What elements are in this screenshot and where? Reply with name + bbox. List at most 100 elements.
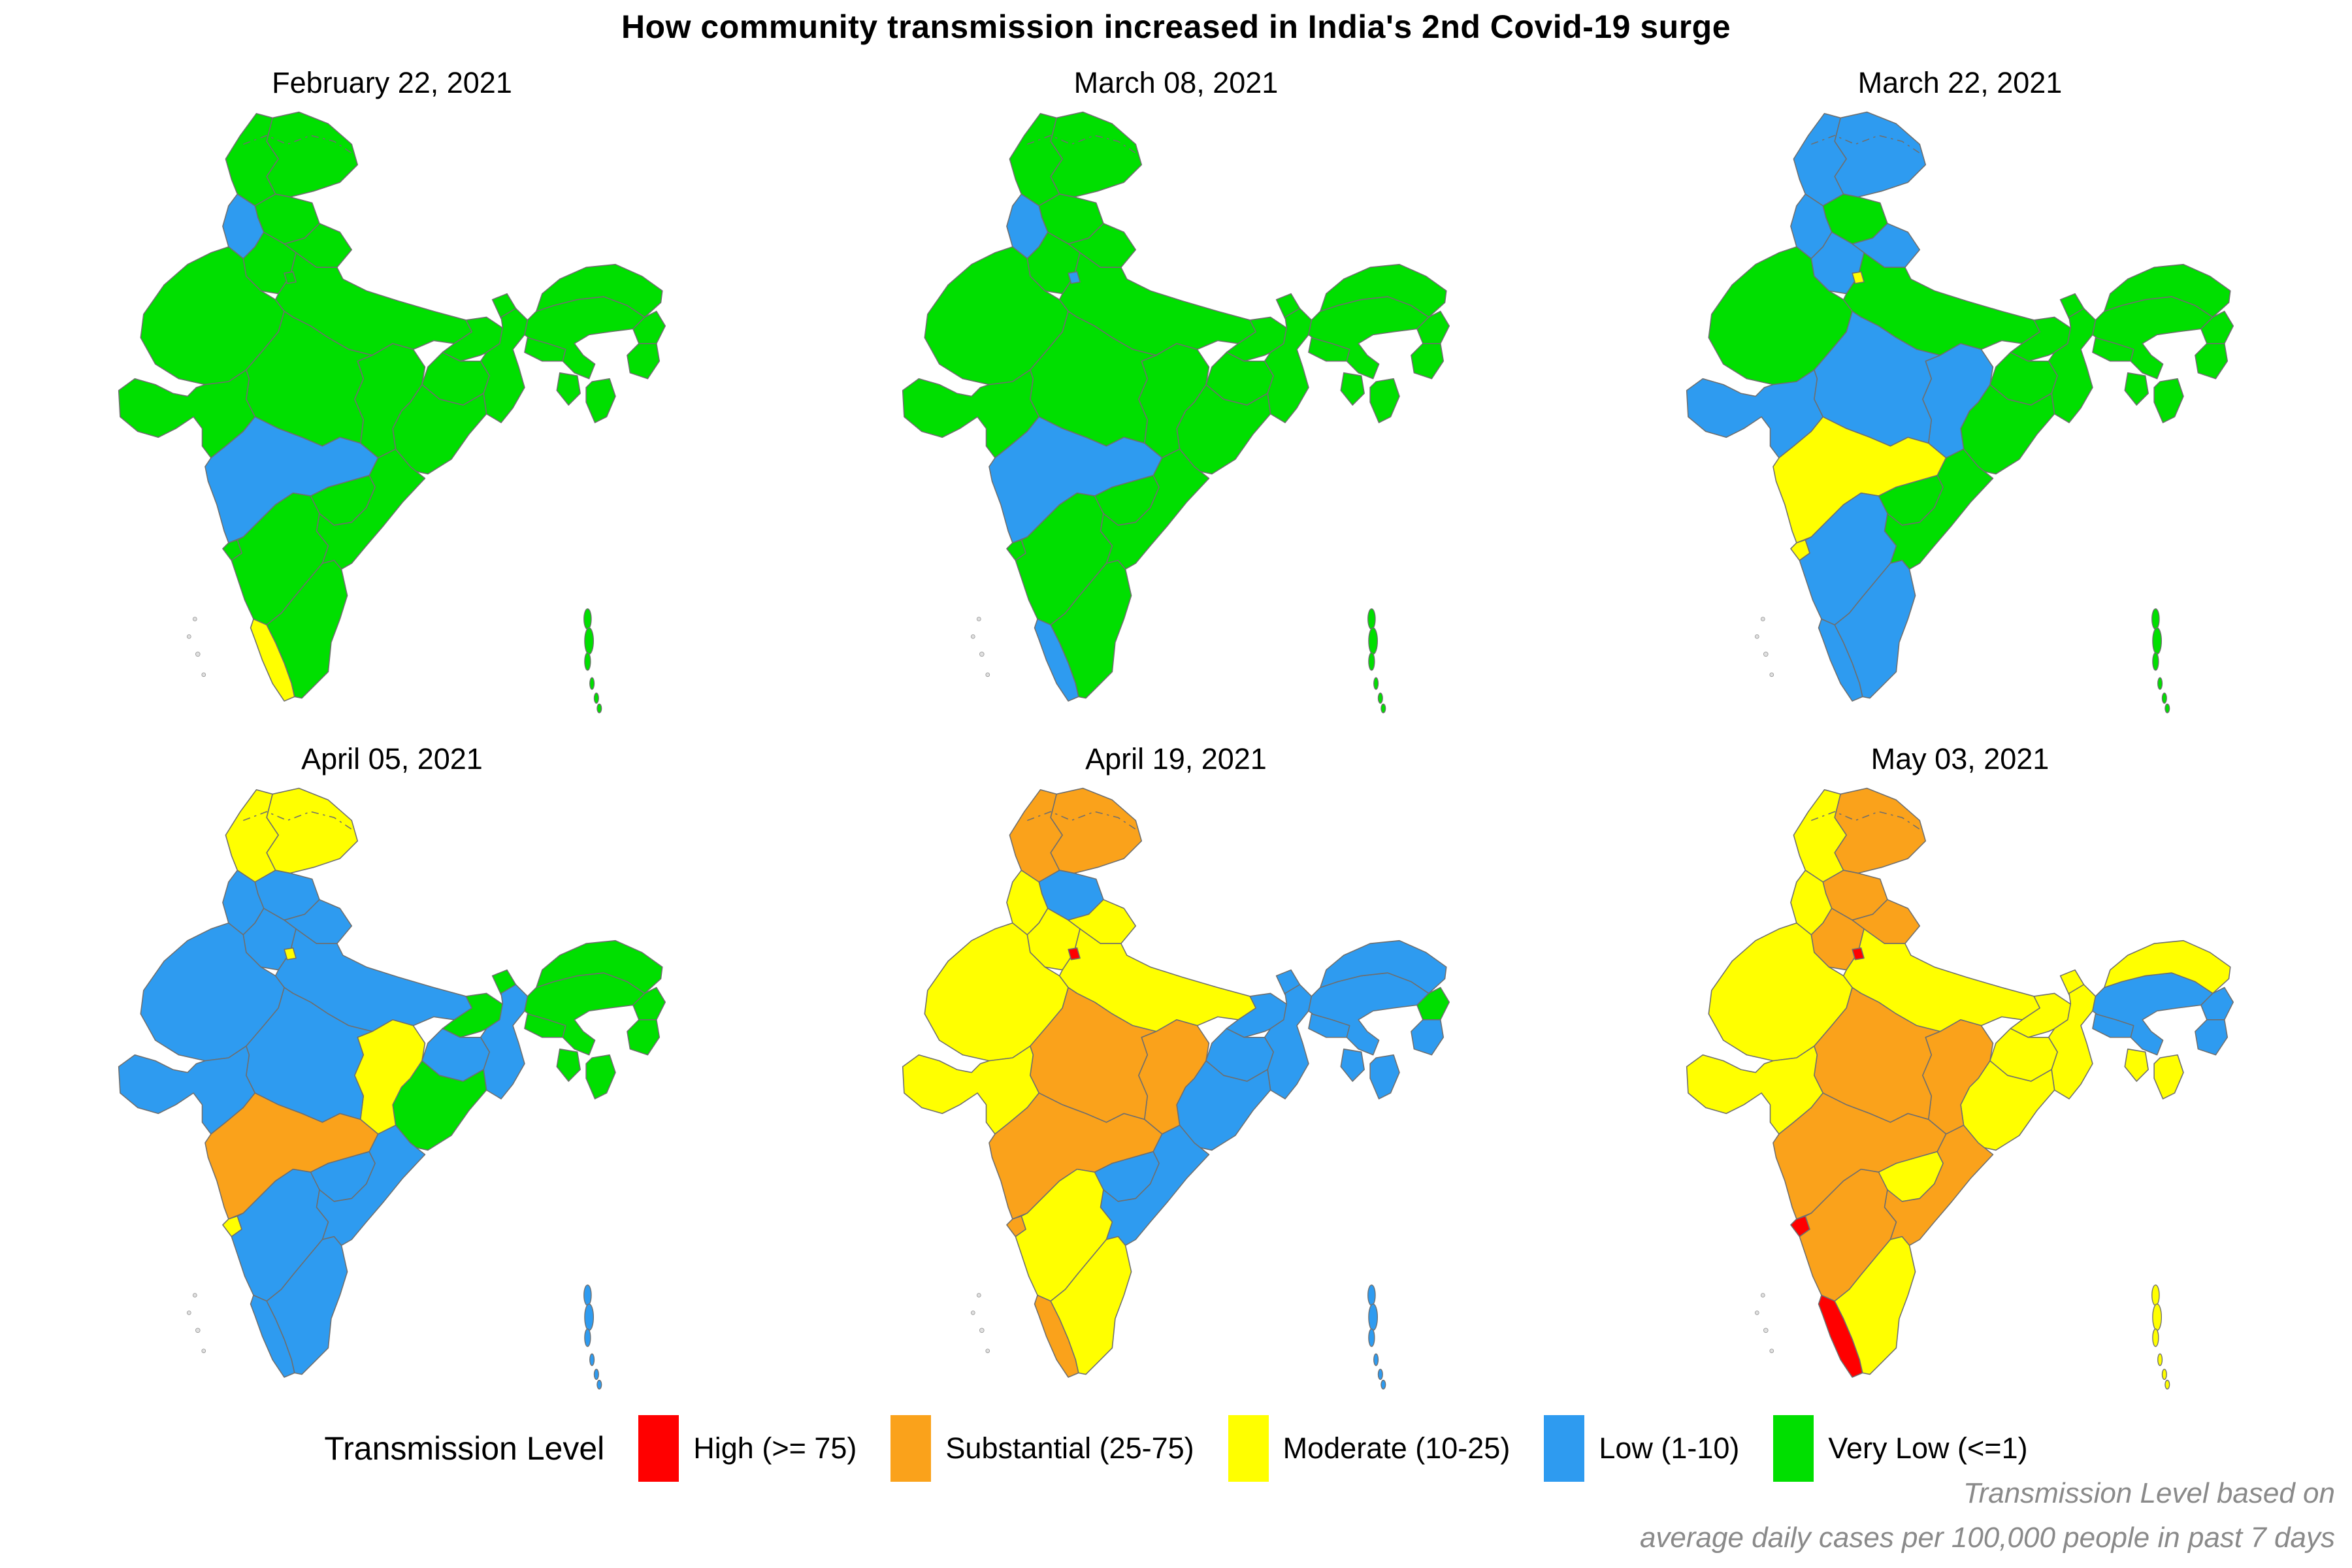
lakshadweep-island (970, 634, 975, 639)
lakshadweep-island (1754, 1311, 1759, 1315)
legend-label: High (>= 75) (693, 1431, 857, 1465)
lakshadweep-island (1763, 1328, 1769, 1333)
andaman-island (1377, 693, 1383, 704)
state-ladakh (266, 787, 359, 874)
state-arunachal-pradesh (536, 263, 663, 318)
state-meghalaya (2092, 1013, 2134, 1038)
panel-title: March 22, 2021 (1857, 66, 2063, 99)
lakshadweep-islands (1754, 1293, 1774, 1354)
lakshadweep-island (192, 617, 197, 621)
disputed-boundary-line (1811, 135, 1920, 154)
legend-swatch-low (1544, 1415, 1585, 1482)
andaman-islands (1367, 608, 1386, 713)
state-arunachal-pradesh (536, 939, 663, 994)
lakshadweep-island (985, 672, 990, 678)
lakshadweep-island (1754, 634, 1759, 639)
map-panel-2: March 08, 2021 (784, 46, 1568, 722)
lakshadweep-island (1763, 651, 1769, 657)
panel-title: February 22, 2021 (272, 66, 512, 99)
andaman-island (2152, 1328, 2159, 1347)
lakshadweep-islands (186, 617, 206, 678)
legend-item-low: Low (1-10) (1544, 1415, 1739, 1482)
state-gujarat (902, 369, 1040, 459)
andaman-island (2152, 652, 2159, 671)
infographic-page: How community transmission increased in … (0, 8, 2352, 1554)
andaman-island (1380, 703, 1386, 713)
andaman-islands (1367, 1284, 1386, 1390)
state-meghalaya (524, 337, 566, 362)
legend-items: High (>= 75) Substantial (25-75) Moderate … (638, 1415, 2028, 1482)
lakshadweep-islands (970, 1293, 990, 1354)
state-tripura (1340, 1048, 1365, 1082)
state-tripura (1340, 372, 1365, 406)
legend-title: Transmission Level (324, 1430, 605, 1467)
state-gujarat (118, 369, 256, 459)
andaman-island (1367, 1284, 1376, 1306)
panel-title: May 03, 2021 (1870, 742, 2050, 776)
state-gujarat (1686, 369, 1824, 459)
india-map-1 (118, 111, 666, 713)
lakshadweep-island (186, 1311, 191, 1315)
legend-label: Substantial (25-75) (945, 1431, 1194, 1465)
state-meghalaya (1308, 337, 1350, 362)
panel-title: April 19, 2021 (1085, 742, 1267, 776)
disputed-boundary-line (243, 811, 352, 830)
state-manipur (627, 1019, 661, 1056)
legend-item-high: High (>= 75) (638, 1415, 857, 1482)
india-map-2 (902, 111, 1450, 713)
lakshadweep-island (195, 651, 201, 657)
lakshadweep-island (985, 1348, 990, 1354)
lakshadweep-island (976, 617, 981, 621)
legend-item-very-low: Very Low (<=1) (1773, 1415, 2028, 1482)
andaman-island (593, 1369, 599, 1380)
lakshadweep-island (1769, 1348, 1774, 1354)
state-arunachal-pradesh (1320, 939, 1447, 994)
state-bihar (1226, 316, 1289, 362)
state-mizoram (585, 378, 616, 423)
lakshadweep-island (201, 1348, 206, 1354)
andaman-islands (2151, 608, 2170, 713)
legend-item-moderate: Moderate (10-25) (1228, 1415, 1510, 1482)
state-meghalaya (524, 1013, 566, 1038)
state-mizoram (2153, 1054, 2184, 1100)
state-arunachal-pradesh (2104, 263, 2231, 318)
andaman-island (2157, 1353, 2163, 1366)
legend: Transmission Level High (>= 75) Substanti… (0, 1415, 2352, 1482)
state-mizoram (1369, 1054, 1400, 1100)
state-tamil-nadu (266, 1235, 348, 1375)
andaman-island (1367, 608, 1376, 630)
andaman-island (1380, 1379, 1386, 1390)
state-bihar (2010, 316, 2073, 362)
andaman-island (2164, 1379, 2170, 1390)
state-meghalaya (2092, 337, 2134, 362)
andaman-island (2151, 608, 2160, 630)
andaman-island (2152, 1303, 2163, 1331)
andaman-islands (583, 1284, 602, 1390)
andaman-island (584, 627, 595, 655)
andaman-island (1377, 1369, 1383, 1380)
state-tripura (556, 1048, 581, 1082)
state-tamil-nadu (1050, 1235, 1132, 1375)
india-map-3 (1686, 111, 2234, 713)
footnote: Transmission Level based on average dail… (1640, 1471, 2335, 1560)
andaman-island (2161, 693, 2167, 704)
disputed-boundary-line (1811, 811, 1920, 830)
state-manipur (2195, 343, 2229, 380)
lakshadweep-island (1760, 1293, 1765, 1298)
state-tamil-nadu (1834, 559, 1916, 699)
andaman-island (589, 677, 595, 690)
andaman-island (584, 652, 591, 671)
andaman-island (2161, 1369, 2167, 1380)
map-panel-1: February 22, 2021 (0, 46, 784, 722)
andaman-islands (583, 608, 602, 713)
map-grid: February 22, 2021 March 08, 2021 March 22,… (0, 46, 2352, 1398)
state-delhi (1852, 947, 1865, 960)
andaman-island (593, 693, 599, 704)
legend-swatch-moderate (1228, 1415, 1269, 1482)
map-panel-4: April 05, 2021 (0, 722, 784, 1398)
andaman-island (1368, 627, 1379, 655)
andaman-island (1373, 677, 1379, 690)
andaman-island (1368, 1303, 1379, 1331)
map-panel-3: March 22, 2021 (1568, 46, 2352, 722)
india-map-4 (118, 787, 666, 1390)
